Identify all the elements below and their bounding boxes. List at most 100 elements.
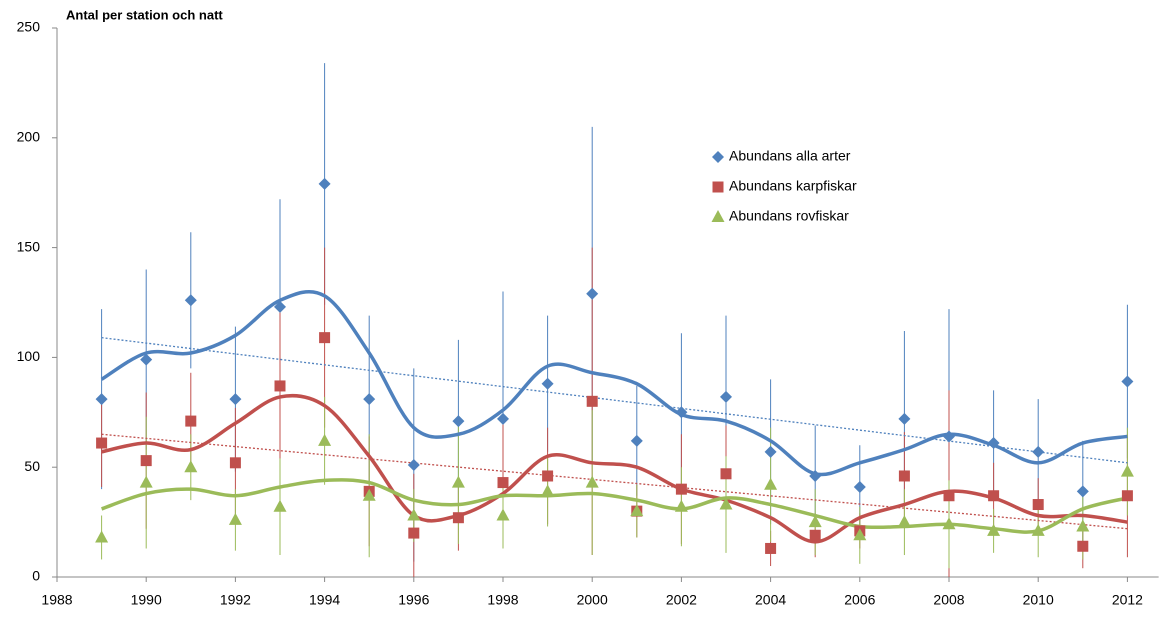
marker — [542, 470, 554, 482]
marker — [139, 475, 153, 488]
marker — [1032, 445, 1045, 458]
marker — [675, 483, 687, 495]
marker — [898, 412, 911, 425]
marker — [1032, 499, 1044, 511]
marker — [764, 445, 777, 458]
marker — [853, 528, 867, 541]
marker — [943, 430, 955, 443]
marker — [541, 484, 555, 497]
marker — [853, 480, 866, 493]
marker — [943, 490, 955, 502]
marker — [184, 294, 197, 307]
marker — [720, 468, 732, 480]
x-tick-label: 2010 — [1023, 592, 1054, 608]
marker — [408, 527, 420, 539]
marker — [318, 433, 332, 446]
x-tick-label: 1994 — [309, 592, 340, 608]
marker — [585, 475, 599, 488]
marker — [719, 497, 733, 510]
trend-line — [101, 336, 1128, 464]
y-tick-label: 250 — [17, 19, 41, 35]
marker — [184, 460, 198, 473]
marker — [96, 437, 108, 449]
marker — [1031, 523, 1045, 536]
marker — [95, 393, 108, 406]
marker — [274, 300, 286, 313]
marker — [987, 437, 1000, 450]
y-tick-label: 100 — [17, 348, 41, 364]
marker — [362, 488, 376, 501]
marker — [319, 332, 331, 344]
marker — [720, 390, 732, 403]
marker — [1077, 540, 1089, 552]
x-tick-label: 2004 — [755, 592, 786, 608]
legend-marker — [711, 210, 725, 222]
marker — [229, 393, 242, 406]
marker — [318, 177, 331, 190]
marker — [451, 475, 465, 488]
y-tick-label: 150 — [17, 238, 41, 254]
marker — [497, 477, 509, 489]
marker — [407, 459, 420, 472]
marker — [898, 470, 910, 482]
marker — [988, 490, 1000, 502]
chart-title: Antal per station och natt — [66, 7, 223, 22]
smoothed-line — [101, 393, 1128, 544]
marker — [586, 287, 599, 300]
marker — [363, 393, 376, 406]
marker — [496, 508, 510, 521]
x-tick-label: 2008 — [933, 592, 964, 608]
x-tick-label: 1988 — [41, 592, 72, 608]
marker — [1076, 485, 1089, 498]
marker — [95, 530, 109, 543]
marker — [942, 517, 956, 530]
marker — [674, 499, 688, 512]
x-tick-label: 1990 — [131, 592, 162, 608]
marker — [987, 523, 1001, 536]
marker — [809, 529, 821, 541]
x-tick-label: 1998 — [487, 592, 518, 608]
marker — [273, 499, 287, 512]
x-tick-label: 2006 — [844, 592, 875, 608]
y-tick-label: 50 — [24, 458, 40, 474]
x-tick-label: 1992 — [220, 592, 251, 608]
marker — [1121, 490, 1133, 502]
marker — [1076, 519, 1090, 532]
marker — [808, 515, 822, 528]
x-tick-label: 2000 — [577, 592, 608, 608]
marker — [274, 380, 286, 392]
legend-label: Abundans rovfiskar — [729, 208, 849, 224]
smoothed-line — [101, 478, 1128, 534]
legend-marker — [712, 151, 724, 163]
y-tick-label: 200 — [17, 129, 41, 145]
marker — [229, 457, 241, 469]
marker — [630, 434, 643, 447]
marker — [675, 406, 688, 419]
x-tick-label: 1996 — [398, 592, 429, 608]
smoothed-line — [100, 289, 1128, 477]
marker — [897, 515, 911, 528]
legend-label: Abundans alla arter — [729, 148, 851, 164]
marker — [140, 455, 152, 467]
legend-label: Abundans karpfiskar — [729, 178, 857, 194]
marker — [764, 477, 778, 490]
x-tick-label: 2012 — [1112, 592, 1143, 608]
legend-marker — [712, 181, 724, 193]
marker — [452, 415, 465, 428]
marker — [140, 353, 153, 366]
marker — [630, 504, 644, 517]
y-tick-label: 0 — [32, 568, 40, 584]
marker — [452, 512, 464, 524]
marker — [407, 508, 421, 521]
marker — [541, 377, 554, 390]
trend-line — [101, 433, 1128, 530]
marker — [1121, 375, 1134, 388]
marker — [765, 542, 777, 554]
marker — [185, 415, 197, 427]
marker — [497, 412, 509, 425]
marker — [586, 395, 598, 407]
x-tick-label: 2002 — [666, 592, 697, 608]
marker — [228, 512, 242, 525]
marker — [1120, 464, 1134, 477]
